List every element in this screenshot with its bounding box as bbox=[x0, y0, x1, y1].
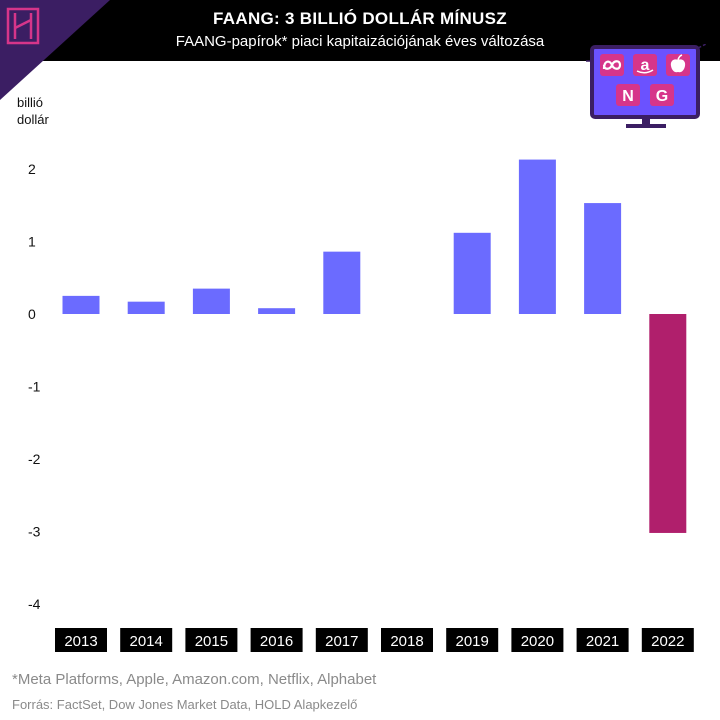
x-tick-label-2013: 2013 bbox=[64, 633, 97, 650]
x-tick-label-bg bbox=[381, 628, 433, 652]
x-tick-label-2019: 2019 bbox=[456, 633, 489, 650]
x-tick-label-2017: 2017 bbox=[325, 633, 358, 650]
x-tick-label-2020: 2020 bbox=[521, 633, 554, 650]
x-tick-label-2021: 2021 bbox=[586, 633, 619, 650]
bar-2013 bbox=[62, 295, 100, 314]
x-tick-label-bg bbox=[446, 628, 499, 652]
chart-subtitle: FAANG-papírok* piaci kapitaizációjának é… bbox=[175, 33, 545, 50]
y-tick-label: 1 bbox=[28, 234, 36, 250]
google-logo-tile bbox=[650, 84, 674, 106]
source-note: Forrás: FactSet, Dow Jones Market Data, … bbox=[12, 697, 358, 712]
bar-2015 bbox=[192, 288, 230, 314]
x-tick-label-bg bbox=[315, 628, 368, 652]
y-tick-label: -2 bbox=[28, 451, 41, 467]
bar-2014 bbox=[127, 301, 165, 314]
y-tick-label: -3 bbox=[28, 524, 41, 540]
footnote: *Meta Platforms, Apple, Amazon.com, Netf… bbox=[12, 671, 377, 688]
netflix-logo-tile bbox=[616, 84, 640, 106]
x-tick-label-bg bbox=[511, 628, 564, 652]
y-axis-unit-line-1: billió bbox=[17, 95, 44, 110]
bar-2022 bbox=[649, 314, 687, 533]
y-tick-label: 0 bbox=[28, 306, 36, 322]
chart-title: FAANG: 3 BILLIÓ DOLLÁR MÍNUSZ bbox=[213, 9, 507, 28]
x-tick-label-2015: 2015 bbox=[195, 633, 228, 650]
x-tick-label-2016: 2016 bbox=[260, 633, 293, 650]
y-axis-unit-label: billió dollár bbox=[17, 94, 49, 128]
bar-2020 bbox=[518, 159, 556, 314]
svg-text:G: G bbox=[656, 88, 668, 105]
x-tick-label-bg bbox=[55, 628, 107, 652]
y-tick-label: -4 bbox=[28, 596, 41, 612]
bar-2016 bbox=[258, 308, 296, 314]
y-tick-label: -1 bbox=[28, 379, 41, 395]
x-tick-label-bg bbox=[250, 628, 303, 652]
x-tick-label-2014: 2014 bbox=[130, 633, 163, 650]
hold-logo-icon bbox=[0, 0, 110, 100]
x-tick-label-bg bbox=[120, 628, 173, 652]
x-tick-label-2018: 2018 bbox=[390, 633, 423, 650]
x-tick-label-bg bbox=[185, 628, 238, 652]
svg-text:a: a bbox=[641, 57, 650, 74]
svg-text:N: N bbox=[622, 88, 634, 105]
y-axis-unit-line-2: dollár bbox=[17, 112, 49, 127]
bar-2021 bbox=[584, 203, 622, 314]
y-tick-label: 2 bbox=[28, 161, 36, 177]
bar-2017 bbox=[323, 251, 361, 314]
x-tick-label-bg bbox=[641, 628, 694, 652]
x-tick-label-bg bbox=[576, 628, 629, 652]
x-tick-label-2022: 2022 bbox=[651, 633, 684, 650]
bar-2019 bbox=[453, 232, 491, 314]
tv-with-faang-logos-icon: a N G bbox=[586, 44, 706, 128]
